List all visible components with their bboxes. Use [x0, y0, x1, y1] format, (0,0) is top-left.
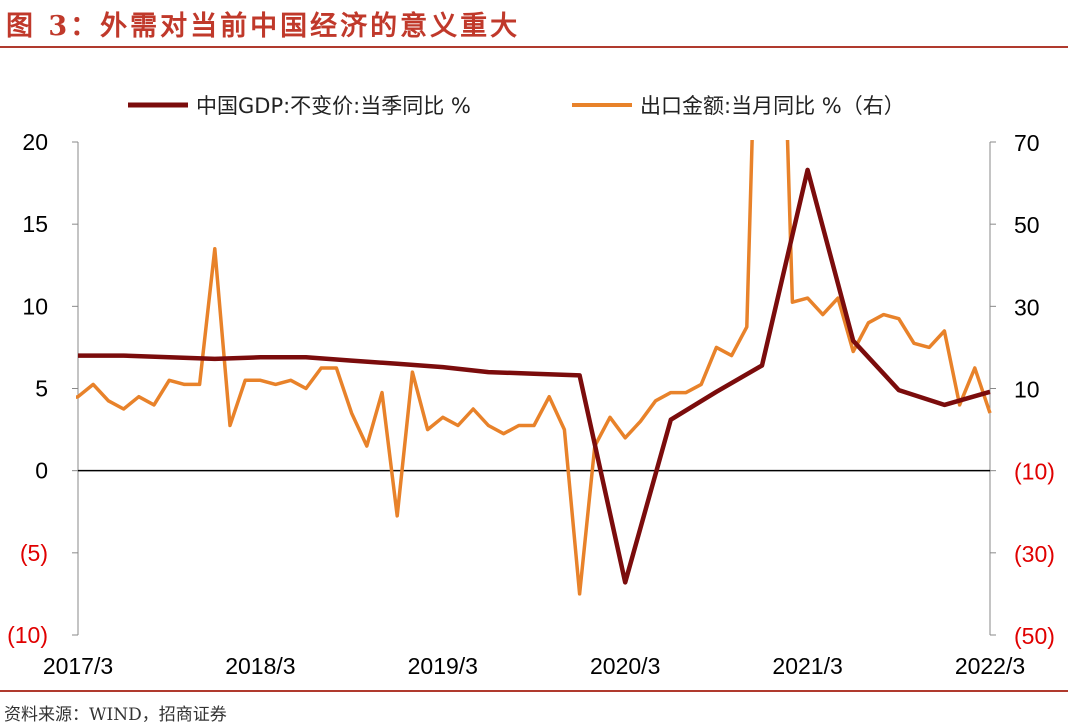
right-tick-label: 10: [1014, 377, 1040, 403]
left-tick-label: 0: [35, 458, 48, 484]
series-exports-line: [76, 140, 992, 596]
right-tick-label: (10): [1014, 459, 1055, 485]
x-tick-label: 2020/3: [590, 653, 660, 679]
line-chart: 20151050(5)(10)70503010(10)(30)(50)2017/…: [7, 94, 1055, 679]
source-note: 资料来源：WIND，招商证券: [4, 705, 227, 725]
left-tick-label: 5: [35, 376, 48, 402]
x-tick-label: 2021/3: [772, 653, 842, 679]
right-tick-label: 30: [1014, 294, 1040, 320]
figure-title: 图 3：外需对当前中国经济的意义重大: [6, 11, 521, 42]
left-tick-label: (10): [7, 622, 48, 648]
right-tick-label: 70: [1014, 130, 1040, 156]
x-tick-label: 2018/3: [225, 653, 295, 679]
x-tick-label: 2017/3: [43, 653, 113, 679]
right-tick-label: 50: [1014, 212, 1040, 238]
right-tick-label: (30): [1014, 541, 1055, 567]
legend-label-exports: 出口金额:当月同比 %（右）: [640, 94, 905, 118]
legend-label-gdp: 中国GDP:不变价:当季同比 %: [196, 94, 471, 118]
left-tick-label: 15: [22, 211, 48, 237]
x-tick-label: 2019/3: [408, 653, 478, 679]
series-gdp-line: [78, 167, 991, 585]
right-tick-label: (50): [1014, 623, 1055, 649]
left-tick-label: 20: [22, 129, 48, 155]
x-tick-label: 2022/3: [955, 653, 1025, 679]
left-tick-label: (5): [20, 540, 48, 566]
left-tick-label: 10: [22, 293, 48, 319]
source-rule: [0, 690, 1068, 692]
title-rule: [0, 46, 1068, 48]
